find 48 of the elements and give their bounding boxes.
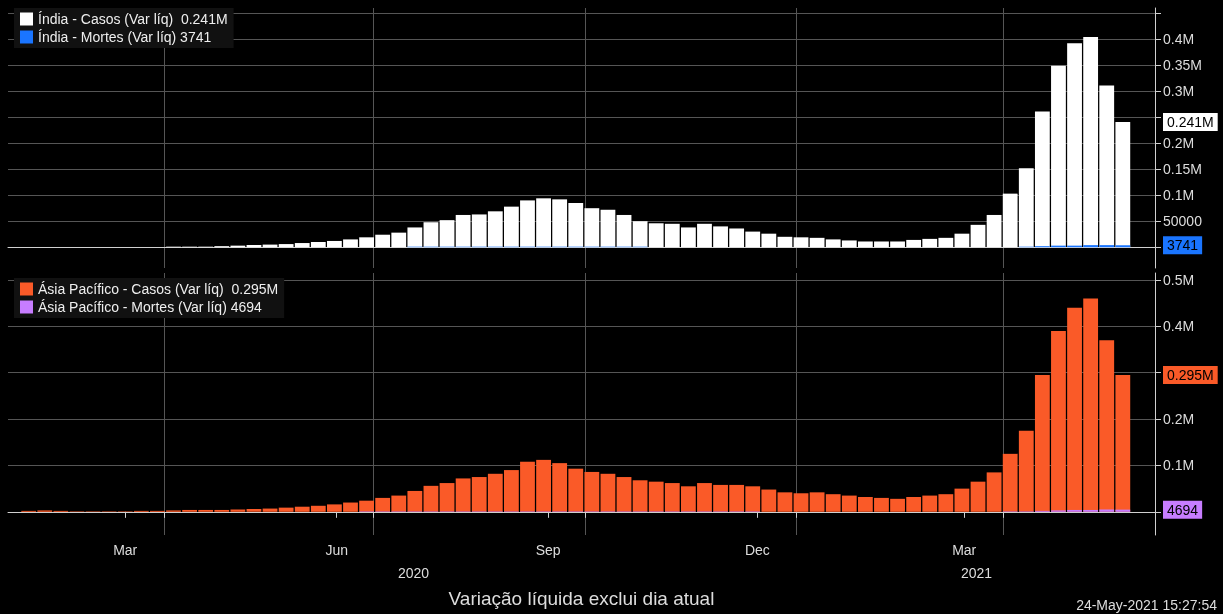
bar [439, 220, 455, 248]
bar [793, 493, 809, 512]
bar [616, 477, 632, 512]
bar [777, 492, 793, 512]
bar [986, 214, 1002, 248]
text: 2020 [398, 565, 430, 581]
y-tick-label: 0.3M [1163, 83, 1195, 100]
bar [246, 245, 262, 248]
legend-label: Índia - Casos (Var líq) 0.241M [38, 11, 228, 27]
bar [439, 483, 455, 512]
y-tick-label: 0.5M [1163, 271, 1195, 288]
text: 2021 [961, 565, 993, 581]
bar [246, 509, 262, 512]
bar [600, 209, 616, 248]
x-tick-label: Sep [535, 542, 561, 558]
x-tick-label: Mar [113, 542, 138, 558]
text: 0.241M [1167, 113, 1214, 130]
y-tick-label: 50000 [1163, 213, 1203, 230]
bar [616, 214, 632, 248]
x-tick-label: Dec [744, 542, 770, 558]
x-axis-title: Variação líquida exclui dia atual [448, 588, 715, 609]
bar [777, 236, 793, 248]
legend-label: Ásia Pacífico - Mortes (Var líq) 4694 [38, 299, 263, 315]
text: 0.295M [1167, 367, 1214, 384]
y-tick-label: 0.4M [1163, 31, 1195, 48]
bar [970, 224, 986, 248]
y-tick-label: 0.2M [1163, 135, 1195, 152]
y-tick-label: 0.35M [1163, 57, 1202, 74]
bar [793, 237, 809, 248]
y-tick-label: 0.1M [1163, 457, 1195, 474]
text: 3741 [1167, 237, 1199, 254]
bar [970, 481, 986, 512]
y-tick-label: 0.15M [1163, 161, 1202, 178]
bar [986, 472, 1002, 512]
bar [600, 473, 616, 512]
x-tick-label: Jun [325, 542, 348, 558]
text: 24-May-2021 15:27:54 [1076, 597, 1218, 613]
y-tick-label: 0.2M [1163, 411, 1195, 428]
text: 4694 [1167, 501, 1199, 518]
legend-label: Índia - Mortes (Var líq) 3741 [38, 29, 212, 45]
x-tick-label: Mar [952, 542, 977, 558]
legend-label: Ásia Pacífico - Casos (Var líq) 0.295M [38, 281, 279, 297]
bar [423, 485, 439, 512]
y-tick-label: 0.1M [1163, 187, 1195, 204]
bar [423, 222, 439, 248]
bar [954, 233, 970, 248]
bar [954, 488, 970, 512]
y-tick-label: 0.4M [1163, 318, 1195, 335]
